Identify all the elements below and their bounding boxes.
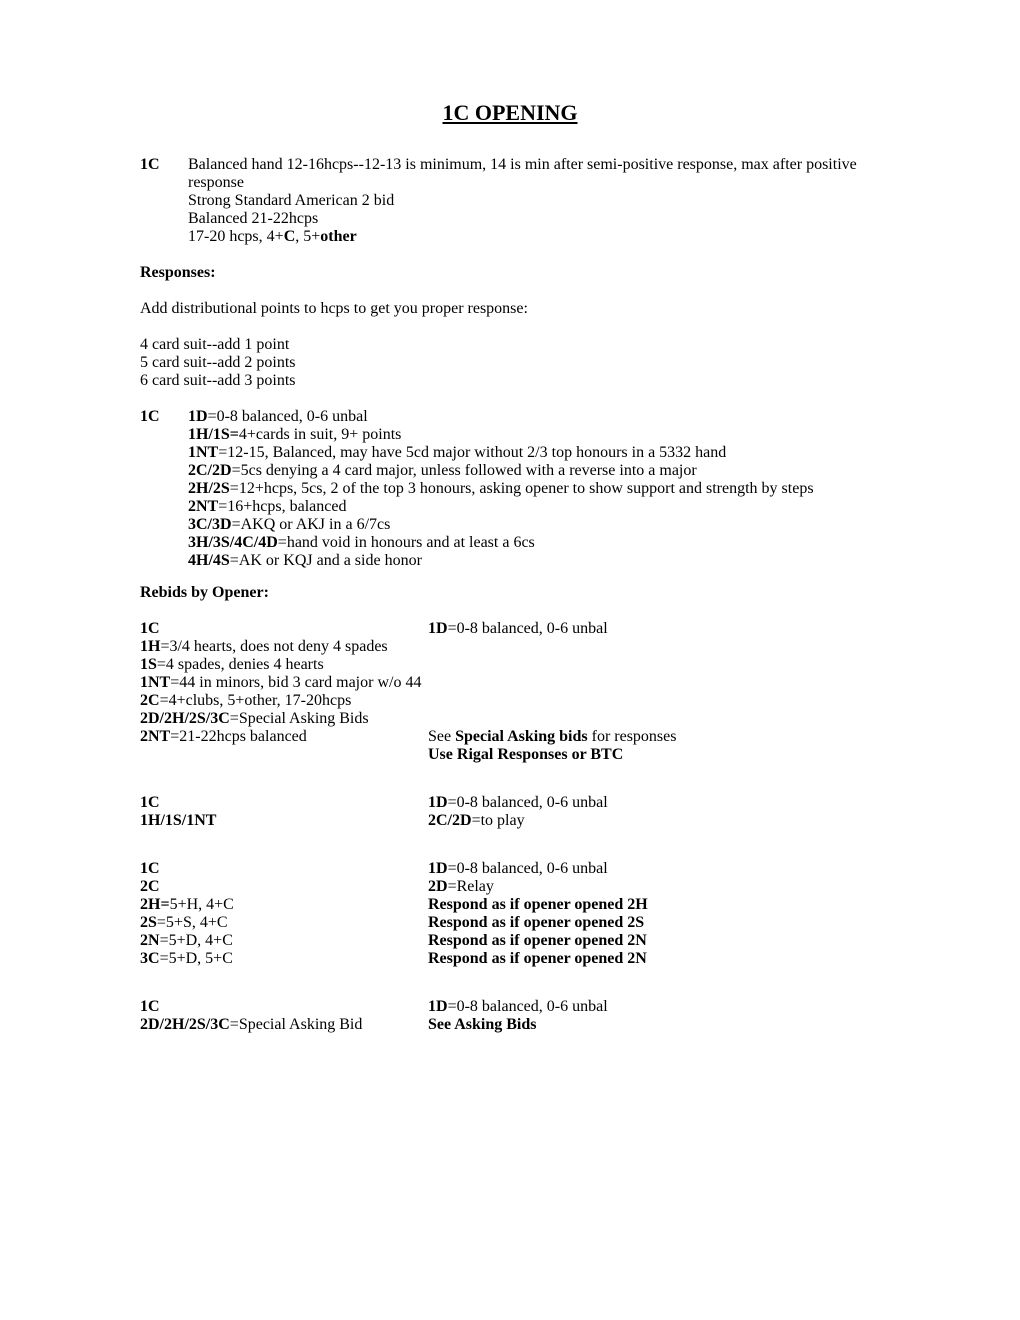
intro-line: Strong Standard American 2 bid bbox=[188, 192, 880, 210]
response-line: 2C/2D=5cs denying a 4 card major, unless… bbox=[188, 462, 880, 480]
rebids-t3-right: 1D=0-8 balanced, 0-6 unbal 2D=Relay Resp… bbox=[428, 860, 880, 968]
page-title: 1C OPENING bbox=[140, 100, 880, 126]
t1-line: 2NT=21-22hcps balanced bbox=[140, 728, 428, 746]
responses-block: 1C 1D=0-8 balanced, 0-6 unbal 1H/1S=4+ca… bbox=[140, 408, 880, 570]
intro-line: 17-20 hcps, 4+C, 5+other bbox=[188, 228, 880, 246]
response-line: 4H/4S=AK or KQJ and a side honor bbox=[188, 552, 880, 570]
t1-line: 1D=0-8 balanced, 0-6 unbal bbox=[428, 620, 880, 638]
dist-line: 6 card suit--add 3 points bbox=[140, 372, 880, 390]
responses-body: 1D=0-8 balanced, 0-6 unbal 1H/1S=4+cards… bbox=[188, 408, 880, 570]
intro-line: Balanced hand 12-16hcps--12-13 is minimu… bbox=[188, 156, 880, 192]
intro-body: Balanced hand 12-16hcps--12-13 is minimu… bbox=[188, 156, 880, 246]
t1-spacer bbox=[428, 656, 880, 674]
rebids-t4-right: 1D=0-8 balanced, 0-6 unbal See Asking Bi… bbox=[428, 998, 880, 1034]
response-line: 1H/1S=4+cards in suit, 9+ points bbox=[188, 426, 880, 444]
t3-line: Respond as if opener opened 2N bbox=[428, 950, 880, 968]
t3-line: 2N=5+D, 4+C bbox=[140, 932, 428, 950]
intro-block: 1C Balanced hand 12-16hcps--12-13 is min… bbox=[140, 156, 880, 246]
rebids-heading: Rebids by Opener: bbox=[140, 584, 880, 602]
t1-line: Use Rigal Responses or BTC bbox=[428, 746, 880, 764]
response-line: 2NT=16+hcps, balanced bbox=[188, 498, 880, 516]
rebids-table-2: 1C 1H/1S/1NT 1D=0-8 balanced, 0-6 unbal … bbox=[140, 794, 880, 830]
intro-line: Balanced 21-22hcps bbox=[188, 210, 880, 228]
t1-line: 2C=4+clubs, 5+other, 17-20hcps bbox=[140, 692, 428, 710]
t1-spacer bbox=[428, 692, 880, 710]
dist-intro: Add distributional points to hcps to get… bbox=[140, 300, 880, 318]
response-line: 3C/3D=AKQ or AKJ in a 6/7cs bbox=[188, 516, 880, 534]
t1-line: 1S=4 spades, denies 4 hearts bbox=[140, 656, 428, 674]
rebids-t1-left: 1C 1H=3/4 hearts, does not deny 4 spades… bbox=[140, 620, 428, 764]
t1-line: 1NT=44 in minors, bid 3 card major w/o 4… bbox=[140, 674, 428, 692]
rebids-table-4: 1C 2D/2H/2S/3C=Special Asking Bid 1D=0-8… bbox=[140, 998, 880, 1034]
t2-line: 1H/1S/1NT bbox=[140, 812, 428, 830]
intro-label: 1C bbox=[140, 156, 188, 246]
t1-line: 2D/2H/2S/3C=Special Asking Bids bbox=[140, 710, 428, 728]
response-line: 1D=0-8 balanced, 0-6 unbal bbox=[188, 408, 880, 426]
t1-line: See Special Asking bids for responses bbox=[428, 728, 880, 746]
t2-line: 1D=0-8 balanced, 0-6 unbal bbox=[428, 794, 880, 812]
rebids-t2-left: 1C 1H/1S/1NT bbox=[140, 794, 428, 830]
responses-bid-label: 1C bbox=[140, 408, 188, 570]
rebids-table-3: 1C 2C 2H=5+H, 4+C 2S=5+S, 4+C 2N=5+D, 4+… bbox=[140, 860, 880, 968]
dist-line: 5 card suit--add 2 points bbox=[140, 354, 880, 372]
t1-spacer bbox=[428, 674, 880, 692]
response-line: 3H/3S/4C/4D=hand void in honours and at … bbox=[188, 534, 880, 552]
t4-line: See Asking Bids bbox=[428, 1016, 880, 1034]
t3-line: Respond as if opener opened 2N bbox=[428, 932, 880, 950]
t3-line: 2C bbox=[140, 878, 428, 896]
response-line: 2H/2S=12+hcps, 5cs, 2 of the top 3 honou… bbox=[188, 480, 880, 498]
t2-line: 1C bbox=[140, 794, 428, 812]
t1-spacer bbox=[428, 638, 880, 656]
t3-line: 1C bbox=[140, 860, 428, 878]
t3-line: 1D=0-8 balanced, 0-6 unbal bbox=[428, 860, 880, 878]
t1-line: 1H=3/4 hearts, does not deny 4 spades bbox=[140, 638, 428, 656]
rebids-t1-right: 1D=0-8 balanced, 0-6 unbal See Special A… bbox=[428, 620, 880, 764]
t4-line: 1D=0-8 balanced, 0-6 unbal bbox=[428, 998, 880, 1016]
t1-spacer bbox=[428, 710, 880, 728]
rebids-t2-right: 1D=0-8 balanced, 0-6 unbal 2C/2D=to play bbox=[428, 794, 880, 830]
t1-line: 1C bbox=[140, 620, 428, 638]
t3-line: 2D=Relay bbox=[428, 878, 880, 896]
t3-line: 2H=5+H, 4+C bbox=[140, 896, 428, 914]
rebids-t3-left: 1C 2C 2H=5+H, 4+C 2S=5+S, 4+C 2N=5+D, 4+… bbox=[140, 860, 428, 968]
rebids-t4-left: 1C 2D/2H/2S/3C=Special Asking Bid bbox=[140, 998, 428, 1034]
rebids-table-1: 1C 1H=3/4 hearts, does not deny 4 spades… bbox=[140, 620, 880, 764]
t4-line: 2D/2H/2S/3C=Special Asking Bid bbox=[140, 1016, 428, 1034]
t3-line: 2S=5+S, 4+C bbox=[140, 914, 428, 932]
dist-line: 4 card suit--add 1 point bbox=[140, 336, 880, 354]
t4-line: 1C bbox=[140, 998, 428, 1016]
t3-line: 3C=5+D, 5+C bbox=[140, 950, 428, 968]
response-line: 1NT=12-15, Balanced, may have 5cd major … bbox=[188, 444, 880, 462]
t3-line: Respond as if opener opened 2S bbox=[428, 914, 880, 932]
responses-heading: Responses: bbox=[140, 264, 880, 282]
t2-line: 2C/2D=to play bbox=[428, 812, 880, 830]
dist-points: 4 card suit--add 1 point 5 card suit--ad… bbox=[140, 336, 880, 390]
t3-line: Respond as if opener opened 2H bbox=[428, 896, 880, 914]
